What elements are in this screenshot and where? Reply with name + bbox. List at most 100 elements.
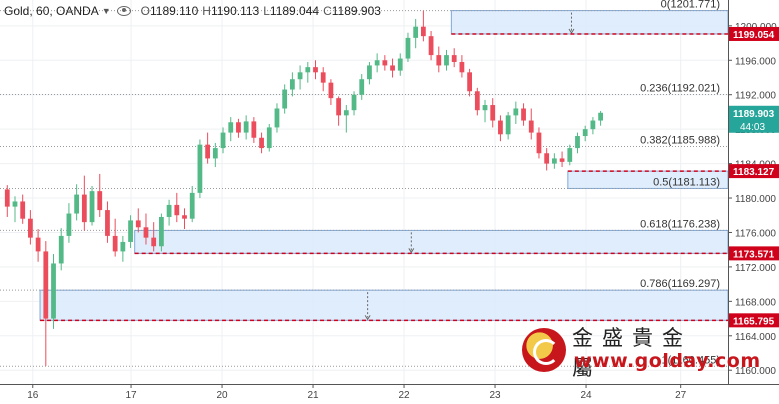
candle-body [74, 194, 80, 214]
candle-body [359, 79, 365, 95]
candle-body [467, 72, 472, 92]
candle-body [474, 91, 480, 111]
countdown-label: 44:03 [740, 122, 765, 133]
price-tick-label: 1168.000 [735, 297, 776, 308]
candle-body [81, 194, 87, 223]
candle-body [197, 144, 203, 193]
candle-body [89, 191, 95, 223]
candle-body [28, 218, 33, 238]
price-badge-label: 1183.127 [733, 167, 775, 178]
candle-body [582, 129, 588, 137]
target-zone-1 [450, 10, 729, 35]
price-badge [729, 164, 779, 179]
candle-body [97, 191, 103, 211]
candle-body [236, 122, 241, 133]
candle-body [390, 65, 395, 71]
golday-logo-icon [522, 328, 566, 372]
candle-body [151, 237, 157, 247]
price-badge-label: 1165.795 [733, 316, 775, 327]
candle-body [51, 263, 56, 319]
time-tick-label: 17 [125, 390, 137, 401]
candle-body [12, 201, 18, 207]
price-tick-label: 1196.000 [735, 56, 776, 67]
zone-arrow-head [364, 315, 371, 321]
candle-body [159, 216, 164, 247]
candle-body [397, 58, 403, 71]
candle-body [590, 120, 596, 130]
candle-body [374, 60, 380, 66]
candle-body [128, 220, 133, 242]
candle-body [105, 210, 110, 236]
candle-body [351, 94, 357, 111]
time-tick-label: 27 [675, 390, 687, 401]
price-badge [729, 313, 779, 328]
last-price-label: 1189.903 [733, 109, 775, 120]
candle-body [544, 153, 550, 164]
candle-body [243, 121, 249, 133]
candle-body [559, 158, 565, 162]
candle-body [575, 136, 580, 149]
time-tick-label: 22 [398, 390, 410, 401]
candle-body [35, 237, 41, 252]
last-price-badge [729, 105, 779, 133]
candle-body [490, 105, 496, 121]
candle-body [166, 204, 172, 217]
candle-body [328, 82, 334, 99]
watermark-chinese: 金盛貴金屬 [572, 326, 692, 380]
low-value: 1189.044 [269, 4, 320, 18]
candle-body [367, 65, 372, 80]
time-tick-label: 20 [216, 390, 228, 401]
candle-body [297, 72, 303, 80]
candle-body [420, 26, 426, 37]
candle-body [498, 120, 503, 135]
candle-body [428, 36, 434, 56]
candle-body [313, 67, 318, 73]
candle-body [143, 227, 149, 238]
symbol-label[interactable]: Gold, 60, OANDA [4, 4, 99, 18]
candle-body [482, 105, 488, 111]
candle-body [120, 241, 126, 252]
watermark-url: www.golday.com [574, 350, 761, 372]
time-axis-bg [0, 384, 779, 404]
candle-body [212, 148, 218, 159]
candle-body [528, 120, 534, 133]
candle-body [112, 235, 118, 252]
candle-body [436, 55, 442, 66]
candle-body [66, 213, 72, 236]
candle-body [43, 251, 49, 319]
high-value: 1190.113 [210, 4, 260, 18]
candle-body [598, 112, 603, 121]
candle-body [305, 67, 311, 73]
eye-icon[interactable] [116, 6, 131, 16]
time-tick-label: 24 [580, 390, 592, 401]
fib-label-0.618: 0.618(1176.238) [640, 218, 720, 230]
candle-body [320, 72, 326, 83]
time-tick-label: 16 [27, 390, 39, 401]
price-tick-label: 1176.000 [735, 228, 776, 239]
chevron-down-icon[interactable]: ▼ [101, 6, 111, 16]
price-tick-label: 1192.000 [735, 91, 776, 102]
golday-watermark: 金盛貴金屬 www.golday.com [522, 322, 760, 398]
low-key: L [263, 4, 270, 18]
fib-label-0.5: 0.5(1181.113) [653, 176, 720, 188]
candle-body [228, 122, 234, 133]
target-zone-4 [39, 289, 729, 321]
zone-arrow-head [408, 248, 415, 254]
price-tick-label: 1160.000 [735, 366, 776, 377]
candle-body [521, 108, 526, 121]
candle-body [58, 235, 64, 264]
fib-label-0.236: 0.236(1192.021) [640, 83, 720, 95]
zone-arrow-head [568, 28, 575, 34]
price-tick-label: 1164.000 [735, 332, 776, 343]
candle-body [174, 204, 180, 216]
candle-body [282, 89, 288, 109]
candle-body [536, 132, 542, 154]
fib-label-0.786: 0.786(1169.297) [640, 278, 720, 290]
candle-body [274, 108, 280, 128]
fib-label-0.382: 0.382(1185.988) [640, 134, 720, 146]
candle-body [513, 108, 519, 116]
open-key: O [140, 4, 150, 18]
candle-body [182, 215, 187, 219]
